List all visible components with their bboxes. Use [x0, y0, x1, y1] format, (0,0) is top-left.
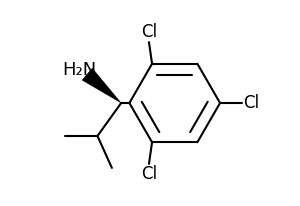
Text: Cl: Cl: [141, 165, 157, 183]
Polygon shape: [82, 68, 121, 103]
Text: Cl: Cl: [243, 94, 259, 112]
Text: Cl: Cl: [141, 23, 157, 41]
Text: H₂N: H₂N: [62, 61, 97, 79]
